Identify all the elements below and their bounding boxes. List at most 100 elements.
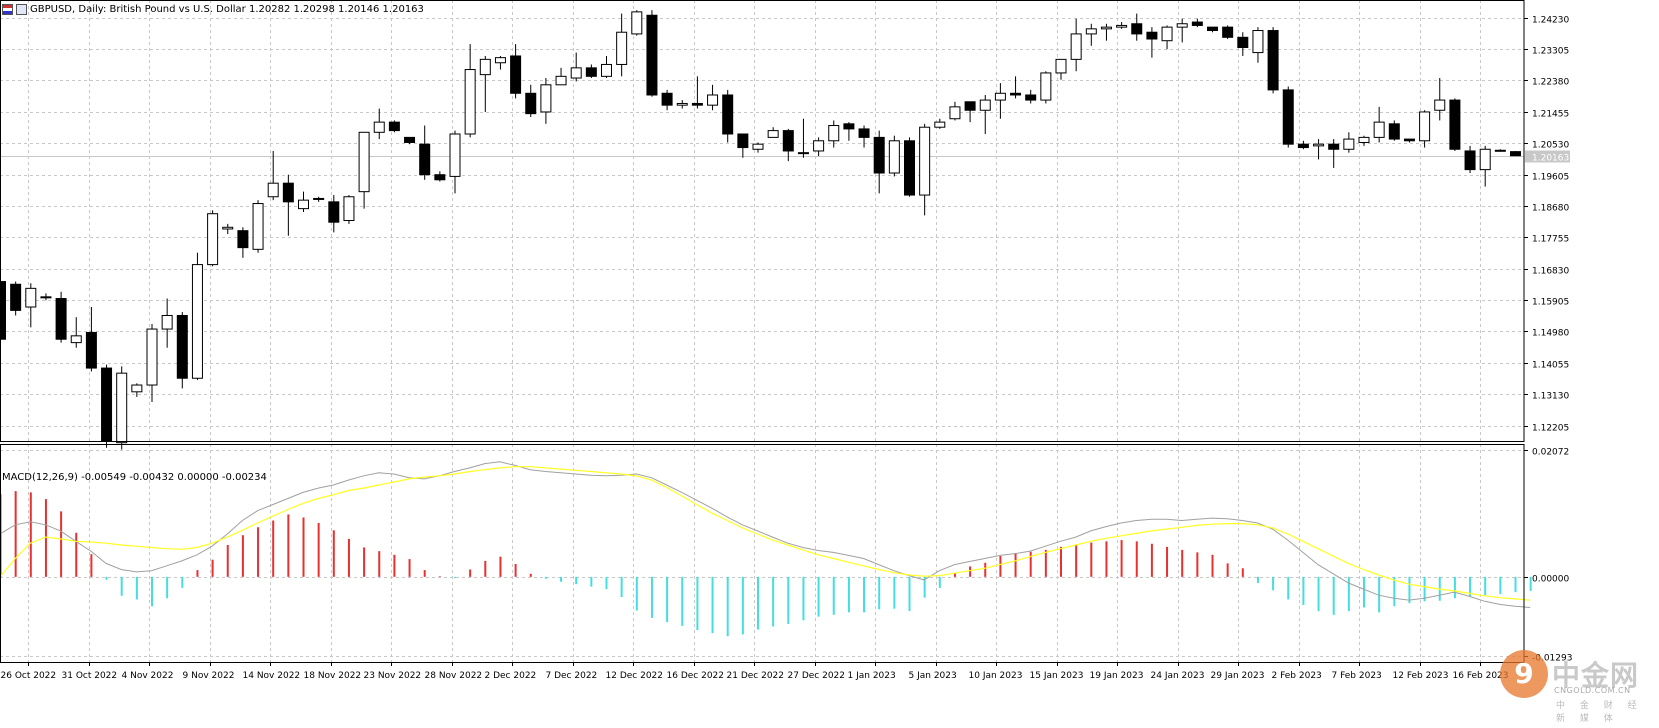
price-tick-label: 1.16830 (1532, 267, 1569, 277)
candlestick-series (0, 10, 1521, 450)
candle-bear (1328, 143, 1340, 150)
candle-bear (1282, 89, 1294, 145)
time-tick-label: 15 Jan 2023 (1030, 671, 1084, 681)
candle-bull (222, 226, 234, 230)
time-tick-label: 12 Dec 2022 (606, 671, 664, 681)
macd-tick-label: -0.01293 (1532, 654, 1572, 664)
candle-bear (328, 201, 340, 223)
candle-bull (994, 92, 1006, 101)
candle-bear (1510, 151, 1521, 157)
candle-bull (979, 99, 991, 111)
brand-domain: CNGOLD.COM.CN (1554, 686, 1631, 695)
candle-bear (282, 182, 294, 203)
candle-bear (1131, 23, 1143, 35)
time-tick-label: 23 Nov 2022 (364, 671, 422, 681)
candle-bull (1434, 99, 1446, 111)
time-tick-label: 10 Jan 2023 (969, 671, 1023, 681)
candle-bull (1055, 58, 1067, 74)
candle-bear (237, 230, 249, 249)
candle-bull (25, 287, 37, 308)
price-tick-label: 1.17755 (1532, 235, 1569, 245)
candle-bear (1222, 26, 1234, 38)
price-tick-label: 1.18680 (1532, 204, 1569, 214)
brand-tagline: 中 金 财 经 新 媒 体 (1556, 701, 1643, 724)
candle-bear (737, 133, 749, 149)
candle-bear (858, 128, 870, 138)
candle-bear (1010, 92, 1022, 96)
candle-bear (1297, 143, 1309, 149)
price-tick-label: 1.19605 (1532, 173, 1569, 183)
candle-bull (767, 130, 779, 138)
candle-bull (40, 296, 52, 299)
brand-name: 中金网 (1552, 659, 1640, 692)
price-tick-label: 1.13130 (1532, 392, 1569, 402)
current-price-label: 1.20163 (1532, 154, 1569, 164)
currency-pair-icon[interactable] (2, 3, 13, 15)
candle-bull (358, 131, 370, 193)
price-tick-label: 1.12205 (1532, 424, 1569, 434)
macd-grid (0, 444, 1524, 662)
time-tick-label: 12 Feb 2023 (1393, 671, 1449, 681)
candle-bull (343, 196, 355, 221)
candle-bull (676, 102, 688, 106)
candle-bear (843, 123, 855, 130)
candle-bull (1161, 26, 1173, 42)
macd-indicator-label[interactable]: MACD(12,26,9) -0.00549 -0.00432 0.00000 … (2, 472, 267, 483)
candle-bull (313, 197, 325, 200)
chart-title: GBPUSD, Daily: British Pound vs U.S. Dol… (30, 3, 424, 15)
candle-bull (494, 57, 506, 64)
time-tick-label: 2 Dec 2022 (485, 671, 537, 681)
candle-bear (1267, 30, 1279, 91)
chart-frame (0, 0, 1525, 663)
candle-bear (1388, 123, 1400, 140)
candle-bear (1237, 36, 1249, 48)
candle-bull (797, 152, 809, 155)
candle-bull (919, 126, 931, 196)
candle-bear (1464, 150, 1476, 171)
time-tick-label: 29 Jan 2023 (1211, 671, 1265, 681)
candle-bull (631, 11, 643, 35)
price-tick-label: 1.20530 (1532, 141, 1569, 151)
candle-bear (661, 92, 673, 106)
time-tick-label: 24 Jan 2023 (1151, 671, 1205, 681)
macd-tick-label: 0.00000 (1532, 575, 1569, 585)
candle-bull (540, 84, 552, 113)
candle-bull (888, 140, 900, 174)
candle-bear (419, 143, 431, 176)
candle-bear (101, 367, 113, 442)
current-price-box (1525, 150, 1570, 163)
price-tick-label: 1.14980 (1532, 329, 1569, 339)
candle-bull (601, 63, 612, 77)
candle-bull (267, 182, 279, 198)
time-tick-label: 18 Nov 2022 (304, 671, 362, 681)
time-tick-label: 31 Oct 2022 (62, 671, 118, 681)
candle-bear (691, 102, 703, 106)
price-axis: 1.24230 1.23305 1.22380 1.21455 1.20530 1.196… (1524, 16, 1570, 434)
chart-window-icon[interactable] (16, 3, 27, 15)
price-tick-label: 1.23305 (1532, 47, 1569, 57)
candle-bull (298, 199, 309, 210)
candle-bull (146, 328, 158, 386)
candle-bull (1313, 143, 1325, 147)
macd-line (0, 461, 1531, 608)
candle-bear (782, 130, 794, 152)
price-tick-label: 1.21455 (1532, 110, 1569, 120)
time-axis: 26 Oct 2022 31 Oct 2022 4 Nov 2022 9 Nov 20… (1, 662, 1509, 681)
candle-bear (646, 14, 658, 96)
candle-bull (449, 133, 461, 177)
candle-bull (252, 203, 264, 250)
time-tick-label: 14 Nov 2022 (243, 671, 301, 681)
candle-bull (949, 106, 961, 120)
macd-tick-label: 0.02072 (1532, 448, 1569, 458)
candle-bull (1176, 23, 1188, 28)
candle-bear (10, 283, 22, 311)
candle-bull (70, 335, 82, 344)
candle-bull (707, 94, 719, 106)
candle-bull (570, 67, 582, 79)
candle-bull (464, 69, 476, 135)
candle-bear (85, 331, 97, 369)
candle-bear (722, 94, 734, 135)
candle-bear (434, 174, 446, 181)
